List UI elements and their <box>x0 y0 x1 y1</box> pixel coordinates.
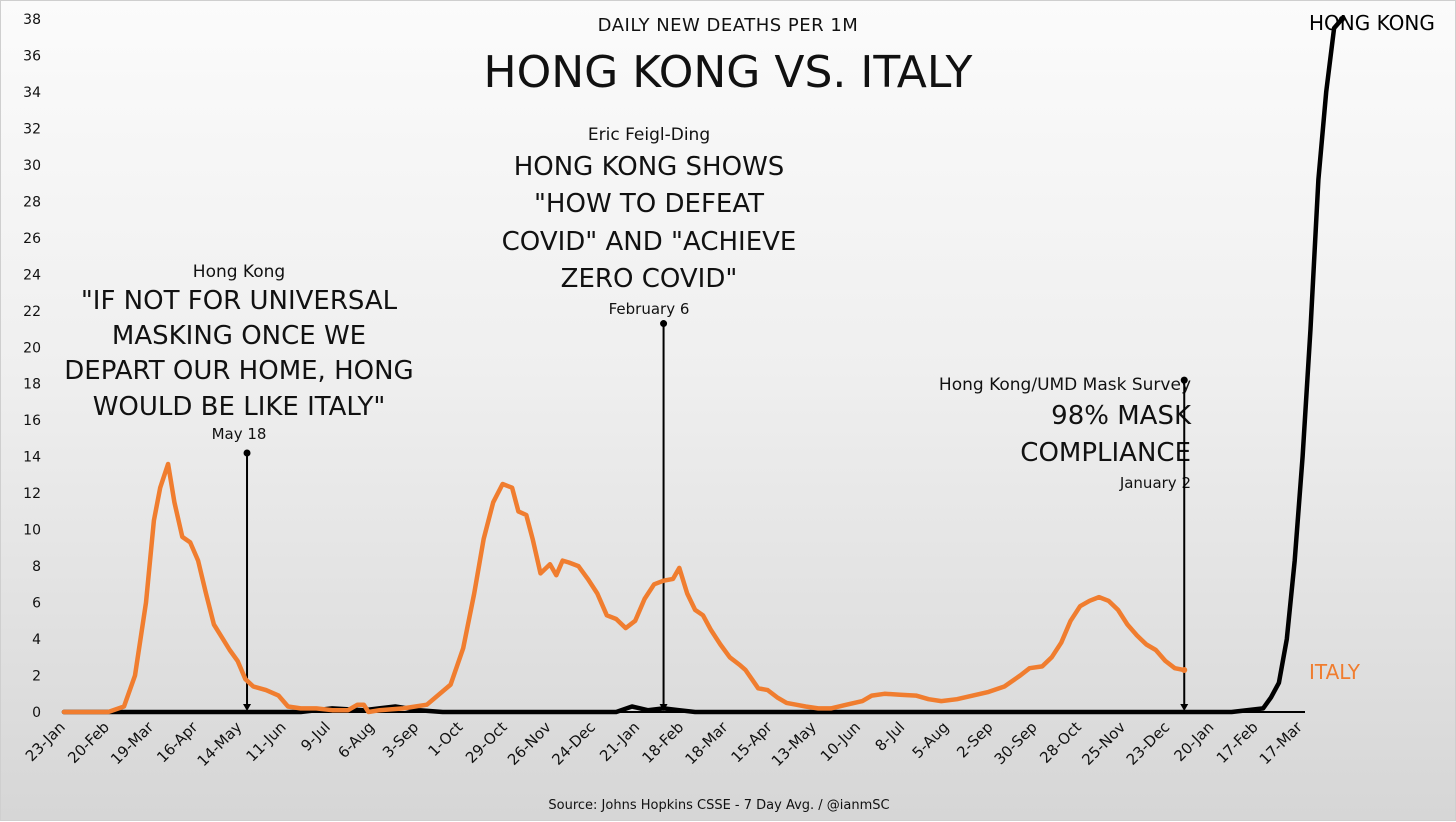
x-tick-label: 9-Jul <box>297 718 334 755</box>
annotation-attribution: Hong Kong <box>193 262 285 282</box>
y-tick-label: 32 <box>23 121 41 137</box>
source-note: Source: Johns Hopkins CSSE - 7 Day Avg. … <box>548 798 889 813</box>
y-tick-label: 18 <box>23 377 41 393</box>
annotation-date: February 6 <box>609 300 690 318</box>
annotation-quote-line: ZERO COVID" <box>561 264 738 294</box>
series-line-hong-kong <box>61 16 1345 715</box>
y-tick-label: 2 <box>32 669 41 685</box>
chart-title: HONG KONG VS. ITALY <box>484 47 973 98</box>
annotation-quote-line: MASKING ONCE WE <box>112 321 366 351</box>
annotation-marker-dot <box>243 449 251 457</box>
x-tick-label: 23-Dec <box>1123 718 1174 769</box>
x-tick-label: 17-Feb <box>1213 718 1262 767</box>
annotation-marker-dot <box>1180 376 1188 384</box>
x-tick-label: 18-Mar <box>681 718 732 769</box>
y-tick-label: 20 <box>23 340 41 356</box>
x-tick-label: 30-Sep <box>991 718 1041 768</box>
annotation-quote-line: COVID" AND "ACHIEVE <box>502 227 797 257</box>
series-layer <box>61 16 1346 715</box>
annotation-feigl-ding: Eric Feigl-Ding HONG KONG SHOWS "HOW TO … <box>502 125 797 318</box>
annotation-quote-line: HONG KONG SHOWS <box>514 152 785 182</box>
x-tick-label: 10-Jun <box>817 718 864 765</box>
y-tick-label: 8 <box>32 559 41 575</box>
y-tick-label: 4 <box>32 632 41 648</box>
y-tick-label: 24 <box>23 267 41 283</box>
y-tick-label: 28 <box>23 194 41 210</box>
annotation-marker-dot <box>660 320 668 328</box>
series-label-italy: ITALY <box>1309 660 1361 684</box>
x-tick-label: 20-Jan <box>1170 718 1217 765</box>
y-tick-label: 38 <box>23 12 41 28</box>
annotation-attribution: Hong Kong/UMD Mask Survey <box>939 375 1191 395</box>
annotation-attribution: Eric Feigl-Ding <box>588 125 710 145</box>
x-tick-label: 25-Nov <box>1078 718 1129 769</box>
annotation-marker-arrow <box>1180 704 1189 711</box>
annotation-hong-kong-may: Hong Kong "IF NOT FOR UNIVERSAL MASKING … <box>64 262 413 443</box>
series-end-point <box>1339 16 1346 22</box>
annotation-date: May 18 <box>212 425 267 443</box>
x-tick-label: 28-Oct <box>1036 718 1085 767</box>
x-tick-label: 3-Sep <box>379 718 422 761</box>
chart-subtitle: DAILY NEW DEATHS PER 1M <box>598 15 859 36</box>
y-tick-label: 6 <box>32 596 41 612</box>
annotation-mask-survey: Hong Kong/UMD Mask Survey 98% MASK COMPL… <box>939 375 1192 492</box>
x-tick-label: 23-Jan <box>22 718 69 765</box>
y-tick-label: 14 <box>23 450 41 466</box>
series-end-point <box>1181 667 1188 674</box>
series-label-hong-kong: HONG KONG <box>1309 11 1435 35</box>
annotation-quote-line: COMPLIANCE <box>1020 438 1191 468</box>
annotation-quote-line: "IF NOT FOR UNIVERSAL <box>81 286 398 316</box>
annotation-quote-line: WOULD BE LIKE ITALY" <box>93 392 386 422</box>
x-tick-label: 24-Dec <box>548 718 599 769</box>
y-tick-label: 0 <box>32 705 41 721</box>
x-tick-label: 6-Aug <box>334 718 378 762</box>
x-tick-label: 1-Oct <box>424 718 466 760</box>
annotation-markers <box>243 320 1189 711</box>
x-tick-label: 17-Mar <box>1256 718 1307 769</box>
x-tick-label: 21-Jan <box>596 718 643 765</box>
x-tick-label: 26-Nov <box>504 718 555 769</box>
x-tick-label: 5-Aug <box>909 718 953 762</box>
y-tick-label: 12 <box>23 486 41 502</box>
x-tick-label: 29-Oct <box>462 718 511 767</box>
x-tick-label: 13-May <box>768 718 820 770</box>
y-tick-label: 30 <box>23 158 41 174</box>
y-tick-label: 36 <box>23 48 41 64</box>
x-tick-label: 11-Jun <box>242 718 289 765</box>
annotation-marker-arrow <box>243 704 252 711</box>
x-tick-label: 8-Jul <box>872 718 909 755</box>
x-tick-label: 14-May <box>194 718 246 770</box>
y-tick-label: 26 <box>23 231 41 247</box>
y-tick-label: 34 <box>23 85 41 101</box>
y-tick-label: 10 <box>23 523 41 539</box>
annotation-quote-line: 98% MASK <box>1051 401 1192 431</box>
y-tick-label: 16 <box>23 413 41 429</box>
annotation-quote-line: "HOW TO DEFEAT <box>534 189 764 219</box>
x-tick-label: 19-Mar <box>107 718 158 769</box>
series-line-italy <box>61 461 1187 715</box>
annotation-date: January 2 <box>1119 474 1191 492</box>
y-tick-label: 22 <box>23 304 41 320</box>
x-tick-label: 18-Feb <box>638 718 687 767</box>
x-tick-label: 20-Feb <box>64 718 113 767</box>
annotation-quote-line: DEPART OUR HOME, HONG <box>64 356 413 386</box>
